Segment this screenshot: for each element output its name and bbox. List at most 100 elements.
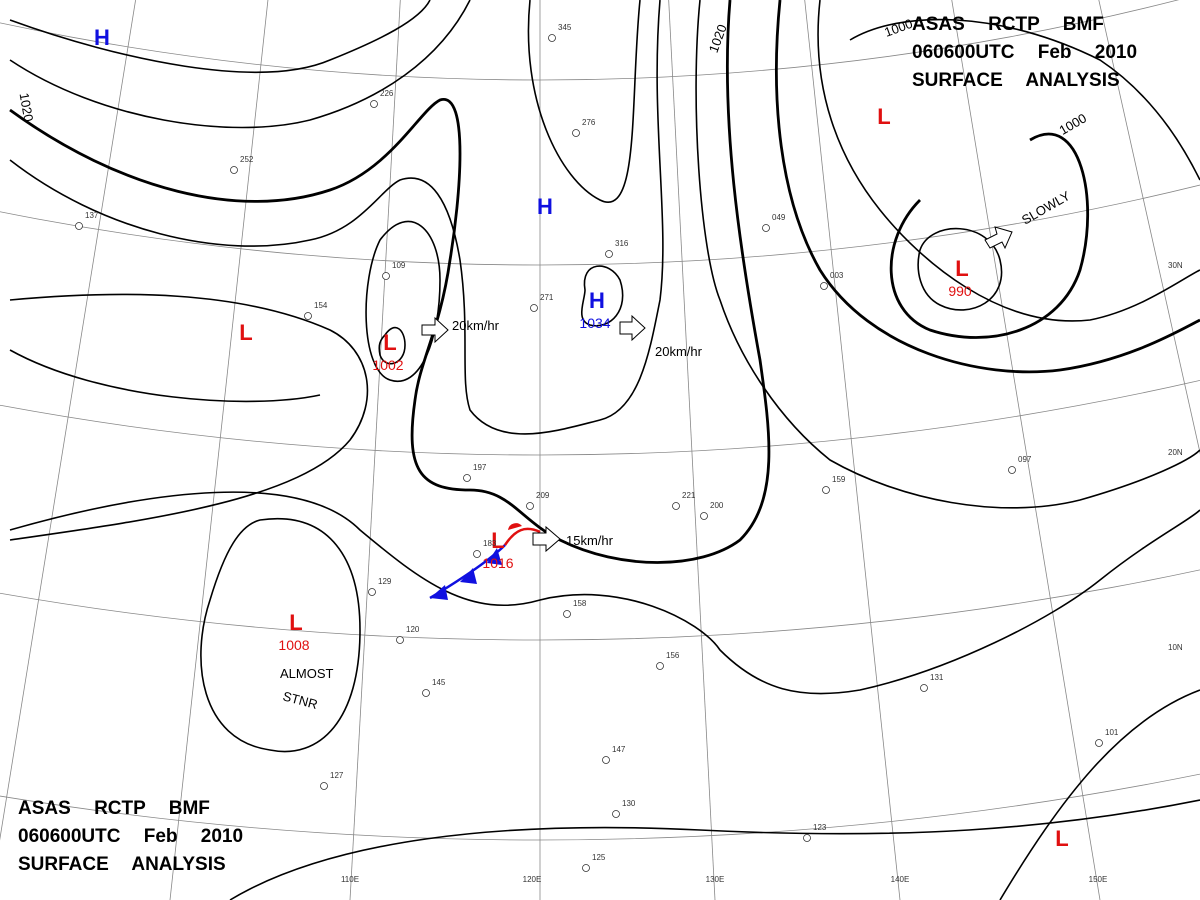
station-pressure: 197 — [473, 463, 487, 472]
station-pressure: 131 — [930, 673, 944, 682]
station-pressure: 147 — [612, 745, 626, 754]
station-pressure: 276 — [582, 118, 596, 127]
isobar — [9, 0, 471, 129]
station-pressure: 209 — [536, 491, 550, 500]
arrow — [984, 226, 1013, 250]
isobar — [9, 0, 664, 435]
station-pressure: 200 — [710, 501, 724, 510]
station-marker — [612, 810, 620, 818]
isobar — [889, 132, 1090, 339]
isobar — [9, 0, 431, 73]
pressure-system: L — [955, 256, 968, 281]
station-pressure: 129 — [378, 577, 392, 586]
isobar — [581, 265, 624, 327]
pressure-system: L — [877, 104, 890, 129]
station-marker — [1008, 466, 1016, 474]
isobar — [9, 293, 369, 541]
meridian — [169, 0, 269, 900]
station-pressure: 123 — [813, 823, 827, 832]
isobar — [999, 689, 1200, 900]
station-marker — [762, 224, 770, 232]
station-pressure: 156 — [666, 651, 680, 660]
station-marker — [368, 588, 376, 596]
station-pressure: 097 — [1018, 455, 1032, 464]
meridian — [804, 0, 901, 900]
isobar — [378, 326, 406, 365]
pressure-system: L — [289, 610, 302, 635]
central-pressure: 1016 — [482, 555, 513, 571]
station-marker — [1095, 739, 1103, 747]
station-pressure: 109 — [392, 261, 406, 270]
isobar — [917, 227, 1003, 311]
station-pressure: 271 — [540, 293, 554, 302]
station-marker — [396, 636, 404, 644]
arrow — [619, 314, 646, 342]
station-pressure: 316 — [615, 239, 629, 248]
fronts — [429, 523, 541, 600]
isobar — [695, 0, 1200, 509]
station-marker — [230, 166, 238, 174]
longitude-label: 110E — [341, 875, 359, 884]
isobar — [849, 18, 1200, 181]
station-pressure: 127 — [330, 771, 344, 780]
station-pressure: 120 — [406, 625, 420, 634]
pressure-system: L — [239, 320, 252, 345]
isobar — [200, 517, 361, 753]
pressure-system: H — [589, 288, 605, 313]
motion-label: 15km/hr — [566, 533, 614, 548]
motion-label: 20km/hr — [655, 344, 703, 359]
isobar — [774, 0, 1200, 374]
station-marker — [605, 250, 613, 258]
station-pressure: 003 — [830, 271, 844, 280]
header-text: 060600UTC Feb 2010 — [912, 42, 1137, 63]
longitude-label: 150E — [1089, 875, 1108, 884]
isobar — [9, 491, 1200, 695]
station-marker — [672, 502, 680, 510]
latitude-label: 20N — [1168, 448, 1183, 457]
isobars — [9, 0, 1200, 900]
meridian — [668, 0, 716, 900]
station-pressure: 130 — [622, 799, 636, 808]
station-marker — [563, 610, 571, 618]
longitude-label: 140E — [891, 875, 910, 884]
station-marker — [526, 502, 534, 510]
station-pressure: 145 — [432, 678, 446, 687]
station-marker — [820, 282, 828, 290]
station-marker — [920, 684, 928, 692]
station-marker — [370, 100, 378, 108]
station-marker — [602, 756, 610, 764]
pressure-system: H — [537, 194, 553, 219]
pressure-system: L — [1055, 826, 1068, 851]
front-symbol — [430, 585, 448, 600]
station-pressure: 252 — [240, 155, 254, 164]
central-pressure: 1034 — [579, 315, 610, 331]
station-marker — [473, 550, 481, 558]
station-pressure: 221 — [682, 491, 696, 500]
station-pressure: 159 — [832, 475, 846, 484]
header-text: SURFACE ANALYSIS — [912, 70, 1120, 91]
header-text: ASAS RCTP BMF — [18, 798, 210, 819]
station-marker — [822, 486, 830, 494]
pressure-system: L — [491, 528, 504, 553]
station-pressure: 226 — [380, 89, 394, 98]
station-marker — [656, 662, 664, 670]
station-marker — [463, 474, 471, 482]
meridian — [951, 0, 1101, 900]
motion-label: 20km/hr — [452, 318, 500, 333]
warm-front — [503, 527, 541, 546]
station-marker — [582, 864, 590, 872]
isobar — [527, 0, 641, 203]
arrow — [532, 525, 561, 553]
pressure-system: L — [383, 330, 396, 355]
front-symbol — [460, 568, 477, 584]
station-marker — [382, 272, 390, 280]
meridian — [0, 0, 136, 841]
longitude-label: 130E — [706, 875, 725, 884]
station-marker — [700, 512, 708, 520]
central-pressure: 1002 — [372, 357, 403, 373]
pressure-system: H — [94, 25, 110, 50]
isobar — [365, 220, 441, 383]
station-marker — [548, 34, 556, 42]
station-pressure: 183 — [483, 539, 497, 548]
